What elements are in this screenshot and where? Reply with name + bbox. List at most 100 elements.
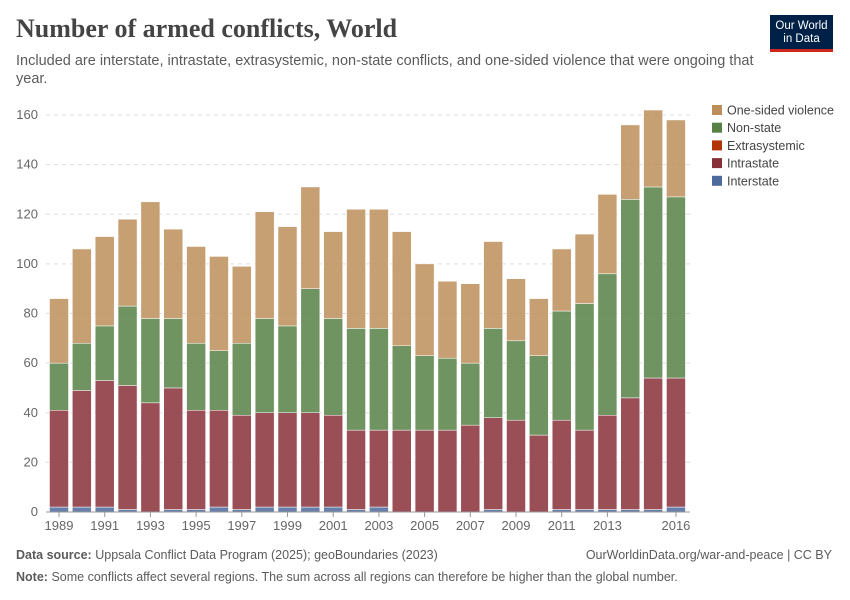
bar-non-state: [72, 343, 92, 391]
bar-non-state: [49, 362, 69, 411]
bar-non-state: [551, 310, 572, 421]
bar-one-sided-violence: [277, 226, 298, 327]
bar-interstate: [323, 506, 343, 513]
bar-intrastate: [414, 429, 435, 513]
bar-interstate: [209, 506, 229, 513]
bar-one-sided-violence: [529, 298, 549, 356]
bar-intrastate: [72, 390, 92, 508]
bar-intrastate: [49, 410, 69, 508]
bar-intrastate: [597, 414, 618, 510]
source-url[interactable]: OurWorldinData.org/war-and-peace | CC BY: [585, 548, 832, 562]
bar-one-sided-violence: [49, 298, 69, 364]
bar-one-sided-violence: [483, 241, 503, 329]
note-text: Some conflicts affect several regions. T…: [51, 570, 678, 584]
bar-one-sided-violence: [254, 211, 275, 319]
x-tick-label: 2003: [364, 518, 393, 533]
y-tick-label: 160: [16, 107, 38, 122]
bar-interstate: [49, 506, 69, 513]
bar-intrastate: [666, 377, 686, 508]
x-tick-label: 1989: [45, 518, 74, 533]
bar-one-sided-violence: [620, 124, 640, 200]
x-tick-label: 1997: [227, 518, 256, 533]
bar-interstate: [666, 506, 686, 513]
bar-interstate: [369, 506, 389, 513]
x-tick-label: 1991: [90, 518, 119, 533]
legend-label: One-sided violence: [727, 104, 834, 118]
source-text[interactable]: Uppsala Conflict Data Program (2025); ge…: [95, 548, 438, 562]
owid-logo[interactable]: Our World in Data: [770, 15, 833, 52]
bar-one-sided-violence: [140, 201, 161, 319]
x-tick-label: 1999: [273, 518, 302, 533]
bar-non-state: [666, 196, 686, 379]
bar-non-state: [437, 357, 458, 431]
bar-non-state: [574, 303, 595, 431]
bar-intrastate: [369, 429, 389, 508]
bar-intrastate: [529, 434, 549, 513]
bar-one-sided-violence: [94, 236, 115, 327]
bar-one-sided-violence: [232, 266, 252, 344]
chart-title: Number of armed conflicts, World: [16, 14, 398, 43]
bar-interstate: [72, 506, 92, 513]
bar-non-state: [506, 340, 526, 421]
bar-one-sided-violence: [574, 233, 595, 304]
bar-non-state: [254, 318, 275, 413]
bar-non-state: [597, 273, 618, 416]
bar-intrastate: [254, 412, 275, 508]
data-source: Data source: Uppsala Conflict Data Progr…: [16, 548, 438, 562]
bar-non-state: [392, 345, 412, 431]
bar-non-state: [643, 186, 663, 379]
x-tick-label: 2007: [456, 518, 485, 533]
bar-one-sided-violence: [460, 283, 481, 364]
x-tick-label: 1995: [182, 518, 211, 533]
bar-non-state: [529, 355, 549, 436]
bar-intrastate: [117, 385, 138, 510]
bar-intrastate: [392, 429, 412, 513]
legend-label: Intrastate: [727, 157, 779, 171]
bar-one-sided-violence: [117, 218, 138, 307]
y-tick-label: 60: [24, 355, 38, 370]
legend-label: Interstate: [727, 174, 779, 188]
bar-non-state: [620, 199, 640, 399]
x-tick-label: 2016: [661, 518, 690, 533]
bar-intrastate: [186, 410, 206, 510]
bar-intrastate: [437, 429, 458, 513]
bar-non-state: [483, 328, 503, 418]
legend-label: Extrasystemic: [727, 139, 805, 153]
bar-intrastate: [506, 419, 526, 513]
y-tick-label: 20: [24, 454, 38, 469]
bar-one-sided-violence: [163, 228, 183, 319]
x-tick-label: 2009: [502, 518, 531, 533]
bar-one-sided-violence: [369, 209, 389, 329]
bar-intrastate: [300, 412, 321, 508]
x-tick-label: 2013: [593, 518, 622, 533]
bar-one-sided-violence: [72, 248, 92, 344]
bar-intrastate: [323, 414, 343, 508]
bar-non-state: [460, 362, 481, 426]
x-tick-label: 1993: [136, 518, 165, 533]
bar-intrastate: [163, 387, 183, 510]
bar-non-state: [232, 343, 252, 416]
bar-non-state: [140, 318, 161, 404]
bar-intrastate: [574, 429, 595, 510]
legend-swatch: [712, 122, 722, 133]
bar-interstate: [94, 506, 115, 513]
bar-intrastate: [460, 424, 481, 513]
bar-non-state: [117, 305, 138, 386]
bar-one-sided-violence: [209, 256, 229, 351]
y-tick-label: 40: [24, 405, 38, 420]
bar-non-state: [414, 355, 435, 431]
x-tick-label: 2005: [410, 518, 439, 533]
chart-subtitle: Included are interstate, intrastate, ext…: [16, 53, 754, 87]
y-tick-label: 80: [24, 306, 38, 321]
bar-non-state: [369, 328, 389, 431]
y-tick-label: 120: [16, 206, 38, 221]
legend-swatch: [712, 158, 722, 169]
bar-interstate: [300, 506, 321, 513]
bar-one-sided-violence: [506, 278, 526, 342]
legend-swatch: [712, 140, 722, 151]
bar-one-sided-violence: [323, 231, 343, 319]
legend-swatch: [712, 175, 722, 186]
bar-non-state: [94, 325, 115, 381]
